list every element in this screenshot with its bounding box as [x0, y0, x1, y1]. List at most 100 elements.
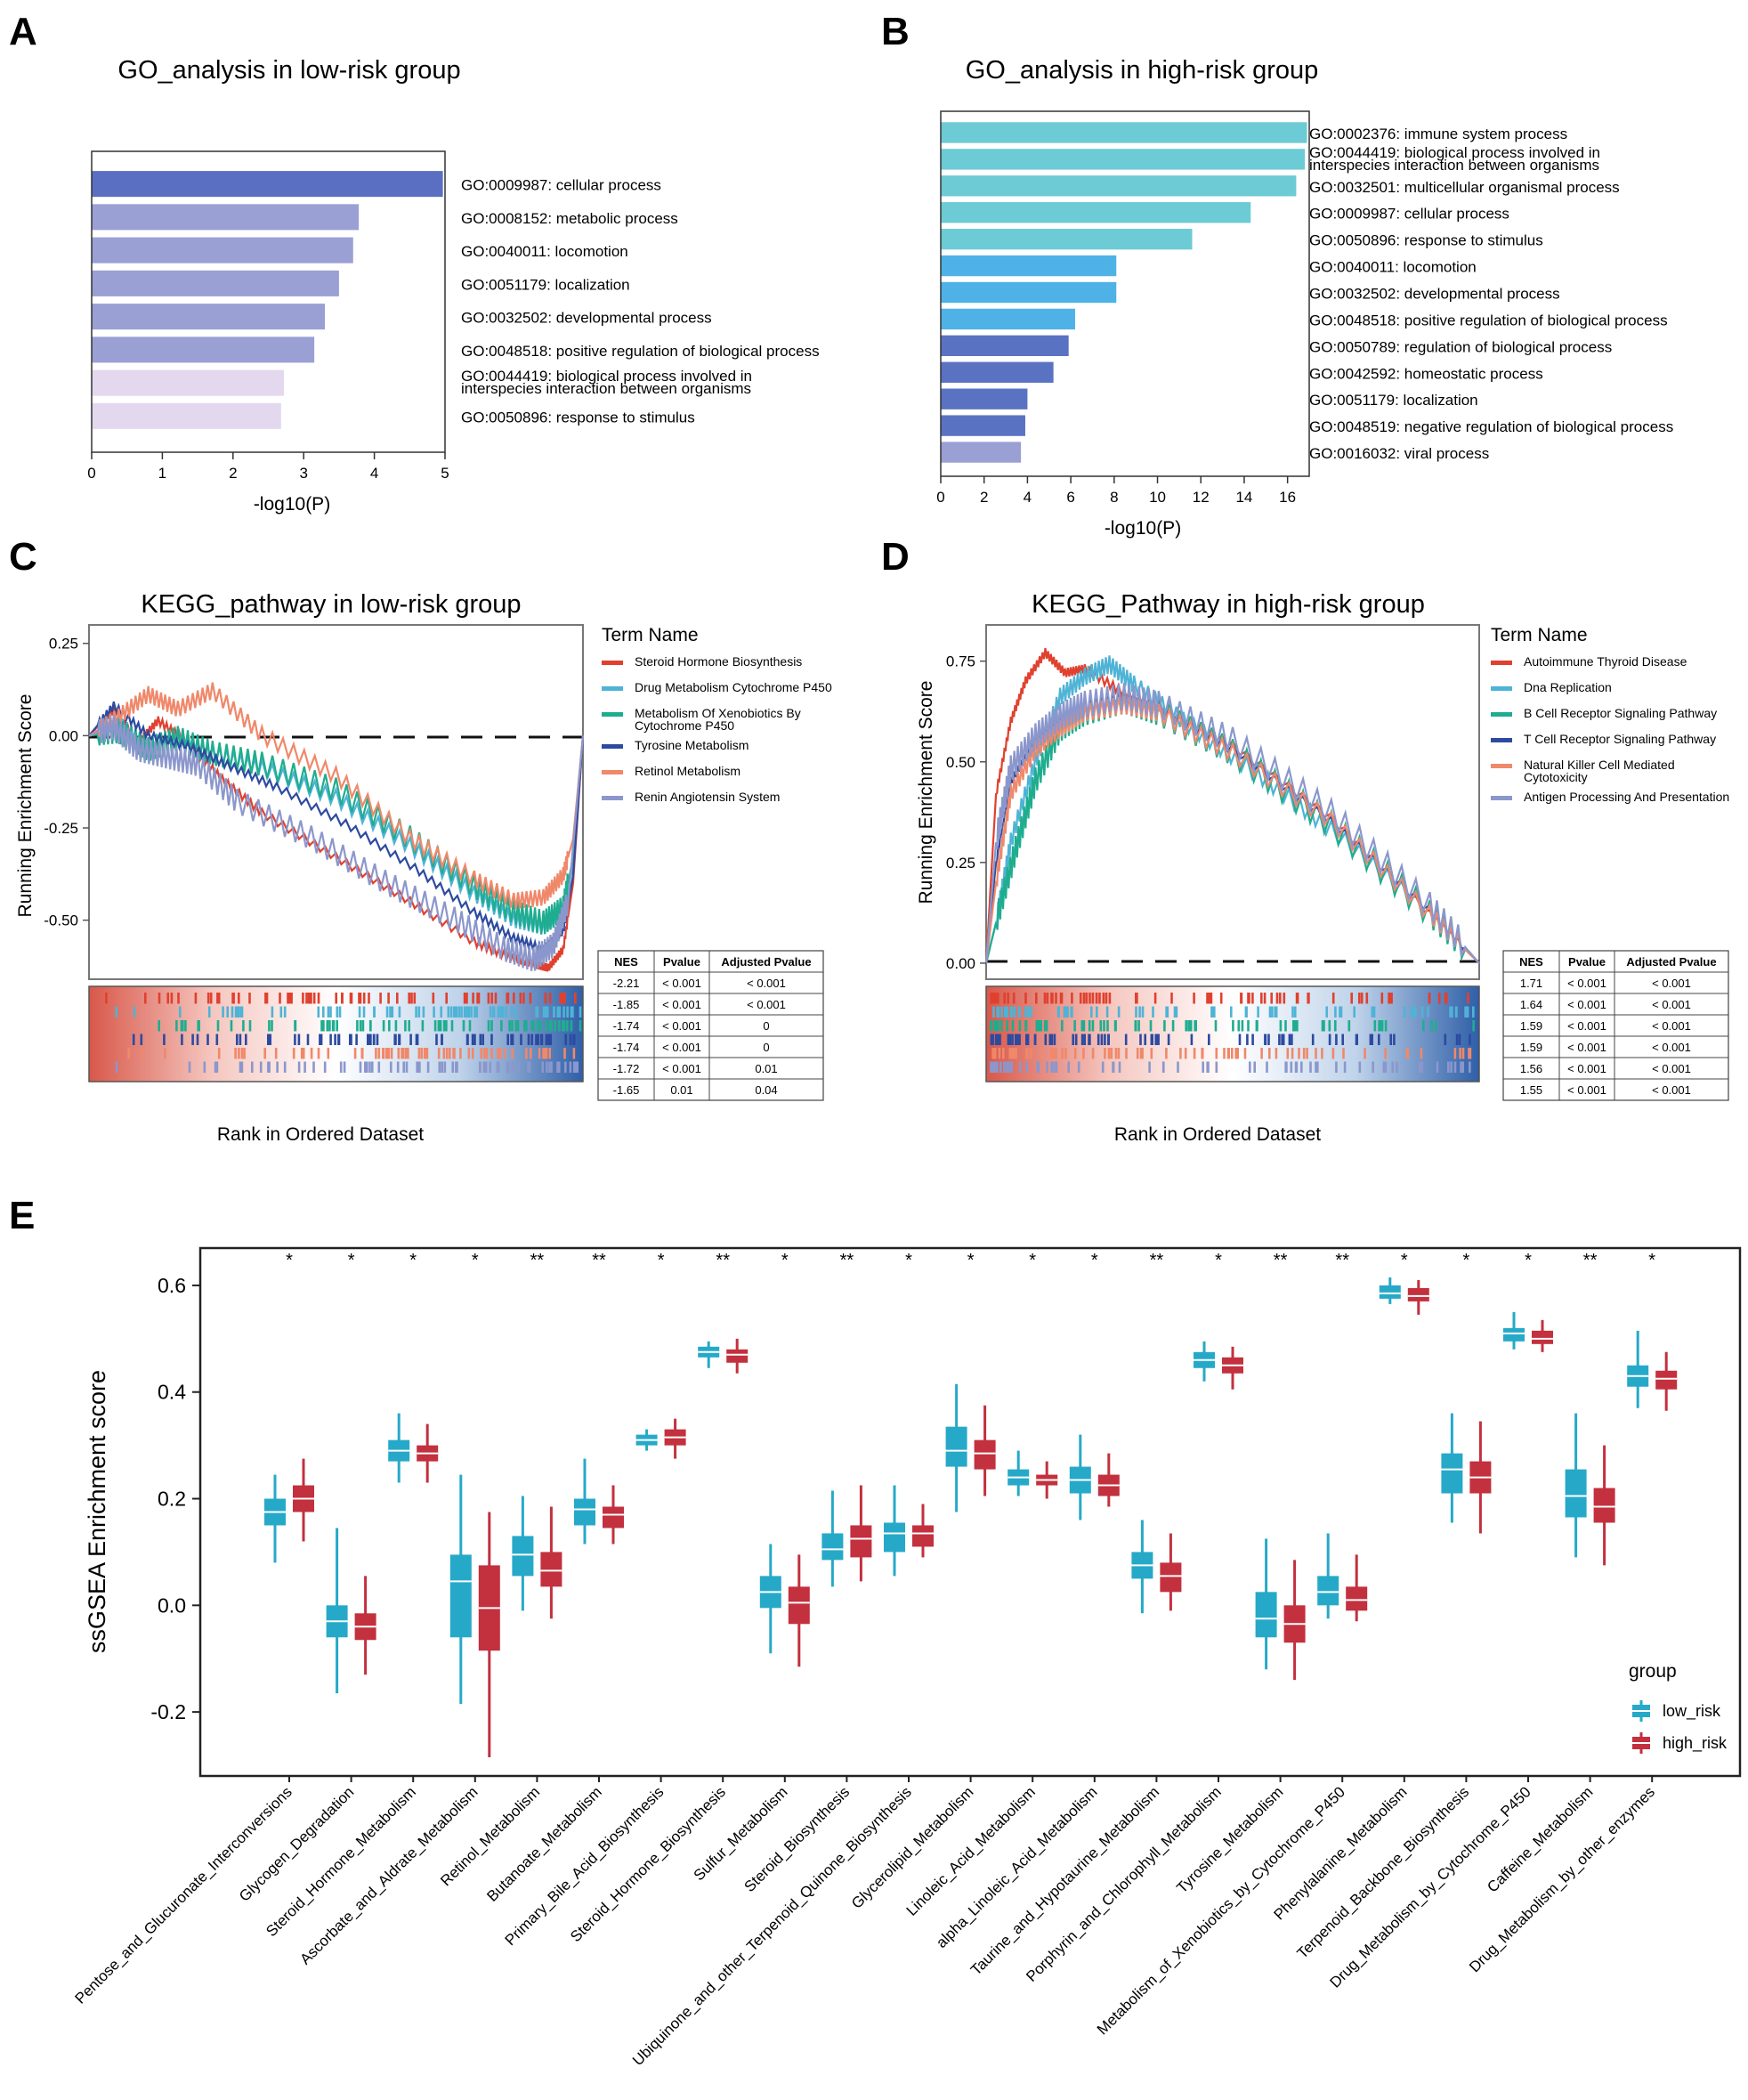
c-hit-mark: [463, 1006, 466, 1018]
c-hit-mark: [570, 1020, 573, 1032]
c-y-tick-label: 0.25: [49, 636, 78, 653]
e-box: [1503, 1327, 1525, 1342]
d-hit-mark: [1231, 1048, 1234, 1059]
d-hit-mark: [1000, 1006, 1003, 1018]
c-hit-mark: [268, 1061, 271, 1073]
d-hit-mark: [1382, 1061, 1386, 1073]
d-legend-swatch: [1491, 661, 1512, 665]
c-hit-mark: [487, 1020, 490, 1032]
b-category-label-line: GO:0040011: locomotion: [1309, 259, 1477, 276]
d-hit-mark: [1325, 1006, 1328, 1018]
c-table-cell: -1.74: [613, 1041, 640, 1054]
c-table-frame: [597, 950, 824, 1101]
d-hit-mark: [1050, 1034, 1054, 1045]
c-hit-mark: [483, 1048, 486, 1059]
c-hit-mark: [239, 1034, 242, 1045]
panel-d-legend-title: Term Name: [1491, 625, 1588, 645]
c-hit-mark: [387, 1048, 391, 1059]
d-hit-mark: [1165, 1048, 1168, 1059]
d-hit-mark: [1292, 1020, 1295, 1032]
d-hit-mark: [1459, 1048, 1461, 1059]
b-x-tick-label: 16: [1279, 489, 1296, 506]
d-legend-label: Dna Replication: [1524, 680, 1612, 694]
d-hit-mark: [1015, 1048, 1017, 1059]
d-table-header: Pvalue: [1568, 955, 1606, 969]
panel-label-e: E: [9, 1194, 35, 1237]
c-hit-mark: [561, 993, 564, 1004]
c-hit-mark: [389, 1006, 392, 1018]
c-hit-mark: [471, 1048, 474, 1059]
d-hit-mark: [996, 1034, 999, 1045]
c-hit-mark: [166, 993, 169, 1004]
panel-e-legend: low_risk high_risk: [1632, 1700, 1728, 1754]
a-x-tick-label: 3: [299, 465, 307, 482]
d-hit-mark: [1002, 1048, 1005, 1059]
c-hit-mark: [572, 1061, 576, 1073]
c-table-cell: < 0.001: [662, 1062, 701, 1075]
b-category-label-line: GO:0016032: viral process: [1309, 445, 1489, 462]
d-hit-mark: [1331, 993, 1335, 1004]
d-hit-mark: [1412, 1006, 1415, 1018]
c-hit-mark: [358, 993, 360, 1004]
d-legend-label-line: B Cell Receptor Signaling Pathway: [1524, 706, 1717, 720]
c-table-cell: < 0.001: [662, 998, 701, 1011]
d-hit-mark: [1458, 1034, 1461, 1045]
c-hit-mark: [320, 1020, 323, 1032]
c-hit-mark: [310, 993, 312, 1004]
c-table-cell: 0.01: [670, 1083, 692, 1097]
d-hit-mark: [1073, 1020, 1076, 1032]
d-hit-mark: [1331, 1048, 1335, 1059]
d-hit-mark: [1211, 1006, 1214, 1018]
panel-c-legend: Steroid Hormone Biosynthesis Drug Metabol…: [602, 654, 832, 804]
d-hit-mark: [1000, 1020, 1003, 1032]
d-hit-mark: [1267, 1034, 1270, 1045]
d-hit-mark: [1017, 1006, 1021, 1018]
d-hit-mark: [1461, 1061, 1464, 1073]
e-significance-mark: *: [286, 1251, 293, 1270]
c-legend-label-line: Renin Angiotensin System: [635, 790, 780, 804]
d-hit-mark: [1275, 1006, 1278, 1018]
c-hit-mark: [267, 1034, 270, 1045]
d-hit-mark: [1036, 1061, 1040, 1073]
c-hit-mark: [368, 1061, 371, 1073]
c-legend-label: Metabolism Of Xenobiotics By Cytochrome P…: [635, 706, 801, 733]
c-hit-mark: [360, 1048, 364, 1059]
d-hit-mark: [1347, 1020, 1351, 1032]
e-y-tick-label: 0.2: [158, 1488, 186, 1511]
d-hit-mark: [1029, 1048, 1032, 1059]
c-hit-mark: [455, 1061, 457, 1073]
c-hit-mark: [322, 1006, 325, 1018]
d-hit-mark: [1360, 993, 1364, 1004]
c-hit-mark: [449, 1048, 451, 1059]
c-hit-mark: [417, 1006, 421, 1018]
d-hit-mark: [1053, 1034, 1056, 1045]
panel-d-lines: [984, 648, 1480, 964]
d-hit-mark: [1208, 1034, 1210, 1045]
d-hit-mark: [1380, 1020, 1384, 1032]
c-hit-mark: [545, 1048, 548, 1059]
c-hit-mark: [516, 1020, 520, 1032]
c-hit-mark: [237, 1006, 240, 1018]
c-series-line: [88, 682, 585, 910]
c-hit-mark: [141, 1048, 144, 1059]
c-hit-mark: [164, 1048, 166, 1059]
c-hit-mark: [353, 1048, 357, 1059]
c-hit-mark: [310, 1048, 313, 1059]
d-hit-mark: [1430, 1020, 1433, 1032]
a-category-label-line: GO:0051179: localization: [461, 276, 630, 293]
d-hit-mark: [1091, 993, 1095, 1004]
c-hit-mark: [379, 993, 382, 1004]
c-hit-mark: [327, 1048, 330, 1059]
c-hit-mark: [373, 1006, 376, 1018]
d-hit-mark: [1339, 1006, 1343, 1018]
d-hit-mark: [1018, 1020, 1022, 1032]
d-hit-mark: [1057, 1006, 1060, 1018]
d-hit-mark: [1238, 1034, 1242, 1045]
e-significance-mark: *: [967, 1251, 975, 1270]
c-hit-mark: [239, 1061, 242, 1073]
panel-d-xlabel: Rank in Ordered Dataset: [1114, 1124, 1321, 1145]
c-hit-mark: [472, 993, 474, 1004]
c-hit-mark: [409, 1034, 412, 1045]
d-hit-mark: [1206, 993, 1209, 1004]
panel-a-bars: [92, 171, 443, 429]
